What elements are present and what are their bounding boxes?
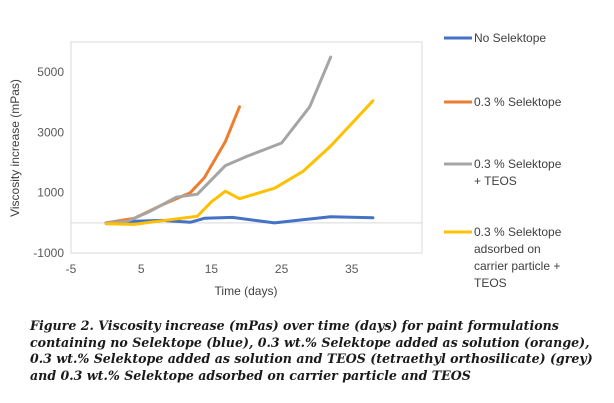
x-tick-label: -5 [66, 262, 77, 276]
legend-item: No Selektope [444, 31, 546, 45]
x-tick-label: 5 [138, 262, 145, 276]
y-axis-label: Viscosity increase (mPas) [8, 79, 22, 217]
series-line-3 [104, 55, 333, 225]
legend-item: 0.3 % Selektope + TEOS [444, 157, 562, 188]
x-tick-label: 35 [345, 262, 359, 276]
legend-item: 0.3 % Selektope adsorbed on carrier partic… [444, 225, 562, 290]
y-tick-label: -1000 [33, 246, 64, 260]
y-tick-label: 3000 [37, 125, 64, 139]
figure-caption: Figure 2. Viscosity increase (mPas) over… [30, 318, 593, 383]
series-line-1 [104, 215, 375, 225]
x-axis-label: Time (days) [215, 284, 278, 298]
legend-label: adsorbed on [474, 242, 541, 256]
legend-item: 0.3 % Selektope [444, 95, 562, 109]
legend-label: 0.3 % Selektope [474, 95, 562, 109]
legend-label: carrier particle + [474, 259, 560, 273]
legend-label: No Selektope [474, 31, 546, 45]
x-tick-label: 25 [275, 262, 289, 276]
legend-label: 0.3 % Selektope [474, 157, 562, 171]
y-tick-label: 5000 [37, 65, 64, 79]
y-tick-label: 1000 [37, 186, 64, 200]
legend-label: TEOS [474, 276, 507, 290]
series-lines [104, 55, 375, 226]
x-tick-labels: -5 5 15 25 35 [66, 262, 359, 276]
series-line-4 [104, 99, 375, 226]
legend-label: 0.3 % Selektope [474, 225, 562, 239]
legend-label: + TEOS [474, 174, 517, 188]
x-tick-label: 15 [205, 262, 219, 276]
y-tick-labels: -1000 1000 3000 5000 [33, 65, 64, 260]
